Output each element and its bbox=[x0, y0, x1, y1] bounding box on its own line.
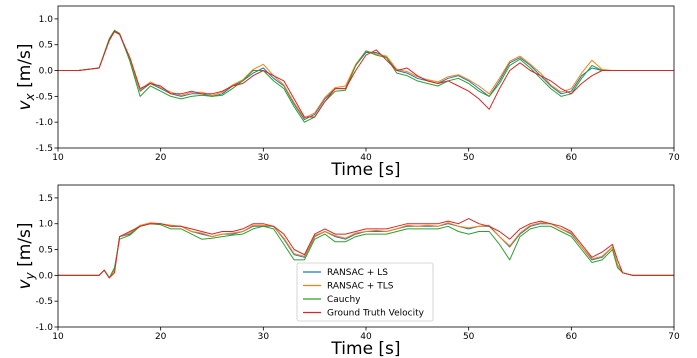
y-label-symbol: v bbox=[15, 279, 35, 290]
y-label-symbol: v bbox=[15, 100, 35, 111]
series-line-3 bbox=[58, 218, 674, 279]
series-line-2 bbox=[58, 29, 674, 123]
x-tick-label: 50 bbox=[463, 153, 475, 163]
y-tick-label: -1.0 bbox=[35, 323, 53, 333]
series-group bbox=[58, 29, 674, 123]
y-tick-label: 0.5 bbox=[39, 41, 53, 51]
legend-box bbox=[296, 262, 434, 322]
x-tick-label: 50 bbox=[463, 332, 475, 342]
y-label-subscript: y bbox=[23, 271, 37, 280]
series-group bbox=[58, 218, 674, 279]
x-tick-label: 60 bbox=[566, 332, 578, 342]
vx-subplot: 10 20 30 40 50 60 70 -1.5 -1.0 -0.5 0.0 0.5 1.0 Time … bbox=[15, 5, 680, 180]
legend-label-3: Ground Truth Velocity bbox=[327, 309, 425, 319]
y-tick-label: -1.0 bbox=[35, 118, 53, 128]
series-line-3 bbox=[58, 30, 674, 118]
y-axis-label: vx [m/s] bbox=[15, 44, 37, 111]
y-tick-label: -0.5 bbox=[35, 297, 53, 307]
legend-label-1: RANSAC + TLS bbox=[327, 282, 394, 292]
x-axis-label: Time [s] bbox=[330, 160, 400, 180]
series-line-1 bbox=[58, 31, 674, 119]
y-tick-label: -1.5 bbox=[35, 144, 53, 154]
x-axis-label: Time [s] bbox=[330, 339, 400, 358]
x-tick-label: 70 bbox=[668, 332, 680, 342]
y-axis-label: vy [m/s] bbox=[15, 223, 37, 290]
vy-subplot: 10 20 30 40 50 60 70 -1.0 -0.5 0.0 0.5 1.0 1.5 Time [… bbox=[15, 184, 680, 358]
x-tick-label: 40 bbox=[360, 153, 372, 163]
y-tick-label: 1.0 bbox=[39, 15, 54, 25]
x-tick-label: 20 bbox=[155, 153, 167, 163]
series-line-0 bbox=[58, 31, 674, 121]
x-tick-label: 60 bbox=[566, 153, 578, 163]
y-tick-label: -0.5 bbox=[35, 92, 53, 102]
y-label-unit: [m/s] bbox=[15, 44, 35, 94]
y-tick-label: 1.5 bbox=[39, 194, 53, 204]
y-label-subscript: x bbox=[23, 92, 37, 101]
x-tick-label: 10 bbox=[52, 153, 64, 163]
x-tick-label: 10 bbox=[52, 332, 64, 342]
y-tick-label: 0.0 bbox=[39, 67, 54, 77]
legend-label-0: RANSAC + LS bbox=[327, 268, 388, 278]
series-line-2 bbox=[58, 223, 674, 279]
x-tick-label: 20 bbox=[155, 332, 167, 342]
y-tick-label: 0.0 bbox=[39, 271, 54, 281]
legend-label-2: Cauchy bbox=[327, 295, 361, 305]
y-tick-label: 0.5 bbox=[39, 246, 53, 256]
x-tick-label: 30 bbox=[258, 332, 270, 342]
y-tick-label: 1.0 bbox=[39, 220, 54, 230]
x-tick-label: 40 bbox=[360, 332, 372, 342]
legend: RANSAC + LS RANSAC + TLS Cauchy Ground Trut… bbox=[296, 262, 434, 322]
x-tick-label: 70 bbox=[668, 153, 680, 163]
x-tick-label: 30 bbox=[258, 153, 270, 163]
plot-frame bbox=[57, 5, 675, 149]
y-label-unit: [m/s] bbox=[15, 223, 35, 273]
